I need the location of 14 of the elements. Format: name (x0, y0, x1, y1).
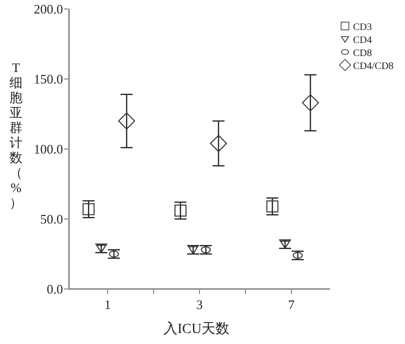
y-tick-label: 50.0 (40, 212, 63, 226)
y-tick-label: 150.0 (34, 72, 63, 86)
legend-label: CD4/CD8 (353, 61, 394, 72)
y-tick-label: 0.0 (46, 282, 63, 296)
legend-label: CD3 (353, 22, 372, 33)
legend-label: CD4 (353, 35, 372, 46)
text: T细胞亚群计数（%） (10, 60, 22, 210)
y-tick-label: 100.0 (34, 142, 63, 156)
x-tick-label: 1 (104, 297, 111, 312)
x-axis-title: 入ICU天数 (163, 321, 230, 337)
y-tick-label: 200.0 (34, 2, 63, 16)
legend-label: CD8 (353, 48, 372, 59)
x-tick-label: 3 (196, 297, 203, 312)
x-tick-label: 7 (288, 297, 296, 312)
